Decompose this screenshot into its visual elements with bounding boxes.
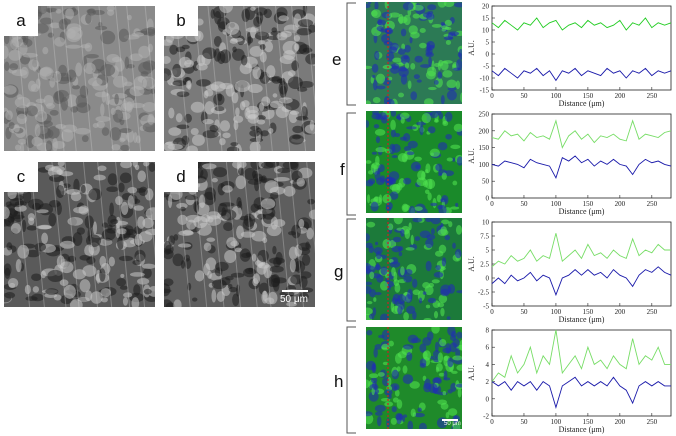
- fluorescence-image-e: [361, 0, 466, 110]
- scale-bar-label: 50 μm: [280, 294, 308, 305]
- x-tick-label: 150: [583, 418, 594, 426]
- y-tick-label: 20: [482, 3, 490, 11]
- image-panel-c: c: [4, 162, 155, 307]
- series-line-blue: [491, 67, 672, 82]
- y-tick-label: 7.5: [480, 233, 489, 241]
- y-tick-label: -10: [480, 75, 490, 83]
- x-tick-label: 100: [551, 418, 562, 426]
- y-tick-label: 15: [482, 15, 490, 23]
- image-panel-a: a: [4, 6, 155, 151]
- bracket-f: [346, 112, 356, 216]
- y-axis-label: A.U.: [467, 365, 476, 381]
- y-tick-label: 4: [486, 361, 490, 369]
- scale-bar: [282, 290, 308, 292]
- y-tick-label: 8: [486, 327, 490, 335]
- x-tick-label: 200: [615, 308, 626, 316]
- x-tick-label: 250: [647, 200, 658, 208]
- x-tick-label: 0: [490, 92, 494, 100]
- series-line-blue: [491, 376, 671, 409]
- panel-label-c: c: [4, 162, 38, 192]
- panel-label-d: d: [164, 162, 198, 192]
- fluorescence-image-f: [364, 107, 466, 218]
- y-axis-label: A.U.: [467, 40, 476, 56]
- bracket-e: [346, 2, 356, 106]
- row-label-f: f: [340, 160, 345, 179]
- x-tick-label: 50: [520, 92, 528, 100]
- y-tick-label: -15: [480, 87, 490, 95]
- y-tick-label: 100: [479, 161, 490, 169]
- image-panel-b: b: [164, 6, 315, 151]
- y-tick-label: 6: [486, 344, 490, 352]
- panel-label-b: b: [164, 6, 198, 36]
- y-tick-label: 5: [486, 247, 490, 255]
- y-tick-label: -2.5: [478, 289, 490, 297]
- y-tick-label: 250: [479, 111, 490, 119]
- y-tick-label: 50: [482, 178, 490, 186]
- x-axis-label: Distance (μm): [559, 207, 605, 216]
- bracket-g: [346, 218, 356, 322]
- intensity-plot-e: 0 50 100 150 200 25020151050-5-10-15Distance …: [467, 3, 672, 108]
- x-axis-label: Distance (μm): [559, 425, 605, 434]
- y-tick-label: 200: [479, 127, 490, 135]
- x-tick-label: 0: [490, 200, 494, 208]
- fluorescence-image-h: 50 μm: [362, 323, 467, 433]
- x-tick-label: 50: [520, 308, 528, 316]
- x-axis-label: Distance (μm): [559, 315, 605, 324]
- y-axis-label: A.U.: [467, 256, 476, 272]
- x-tick-label: 100: [551, 92, 562, 100]
- x-tick-label: 200: [615, 418, 626, 426]
- row-label-e: e: [332, 50, 342, 69]
- x-tick-label: 250: [647, 308, 658, 316]
- y-tick-label: 10: [482, 27, 490, 35]
- y-tick-label: 150: [479, 144, 490, 152]
- y-axis-label: A.U.: [467, 148, 476, 164]
- y-tick-label: 2: [486, 378, 490, 386]
- intensity-plot-f: 0 50 100 150 200 250 250 200 150 100 50 0 Distance (…: [467, 111, 672, 216]
- x-tick-label: 250: [647, 418, 658, 426]
- series-line-green: [491, 17, 672, 31]
- y-tick-label: 5: [486, 39, 490, 47]
- x-tick-label: 0: [490, 308, 494, 316]
- microscopy-image-a: [4, 6, 155, 151]
- x-tick-label: 100: [551, 308, 562, 316]
- y-tick-label: -5: [483, 303, 489, 311]
- x-tick-label: 0: [490, 418, 494, 426]
- y-tick-label: 0: [486, 275, 490, 283]
- row-label-h: h: [334, 372, 344, 391]
- x-tick-label: 200: [615, 200, 626, 208]
- series-line-light_green: [491, 233, 671, 268]
- image-panel-d: d 50 μm: [164, 162, 315, 307]
- y-tick-label: 0: [486, 195, 490, 203]
- y-tick-label: 0: [486, 51, 490, 59]
- color-scale-bar: [442, 419, 458, 421]
- panel-label-a: a: [4, 6, 38, 36]
- x-tick-label: 150: [583, 92, 594, 100]
- x-tick-label: 150: [583, 200, 594, 208]
- y-tick-label: 2.5: [480, 261, 489, 269]
- series-line-light_green: [491, 329, 671, 382]
- x-tick-label: 150: [583, 308, 594, 316]
- x-axis-label: Distance (μm): [559, 99, 605, 108]
- series-line-blue: [491, 266, 672, 297]
- x-tick-label: 100: [551, 200, 562, 208]
- fluorescence-image-g: [362, 213, 467, 325]
- y-tick-label: -2: [483, 413, 489, 421]
- intensity-plot-g: 0 50 100 150 200 250 10 7.5 5 2.5 0 -2.5 -5 Distance …: [467, 219, 672, 324]
- y-tick-label: 10: [482, 219, 490, 227]
- bracket-h: [346, 326, 356, 434]
- x-tick-label: 50: [520, 418, 528, 426]
- x-tick-label: 250: [647, 92, 658, 100]
- microscopy-image-c: [4, 162, 155, 307]
- color-scale-bar-label: 50 μm: [444, 421, 461, 427]
- y-tick-label: -5: [483, 63, 489, 71]
- series-line-blue: [491, 155, 672, 179]
- x-tick-label: 200: [615, 92, 626, 100]
- row-label-g: g: [334, 262, 344, 281]
- y-tick-label: 0: [486, 395, 490, 403]
- x-tick-label: 50: [520, 200, 528, 208]
- series-line-light_green: [491, 119, 672, 149]
